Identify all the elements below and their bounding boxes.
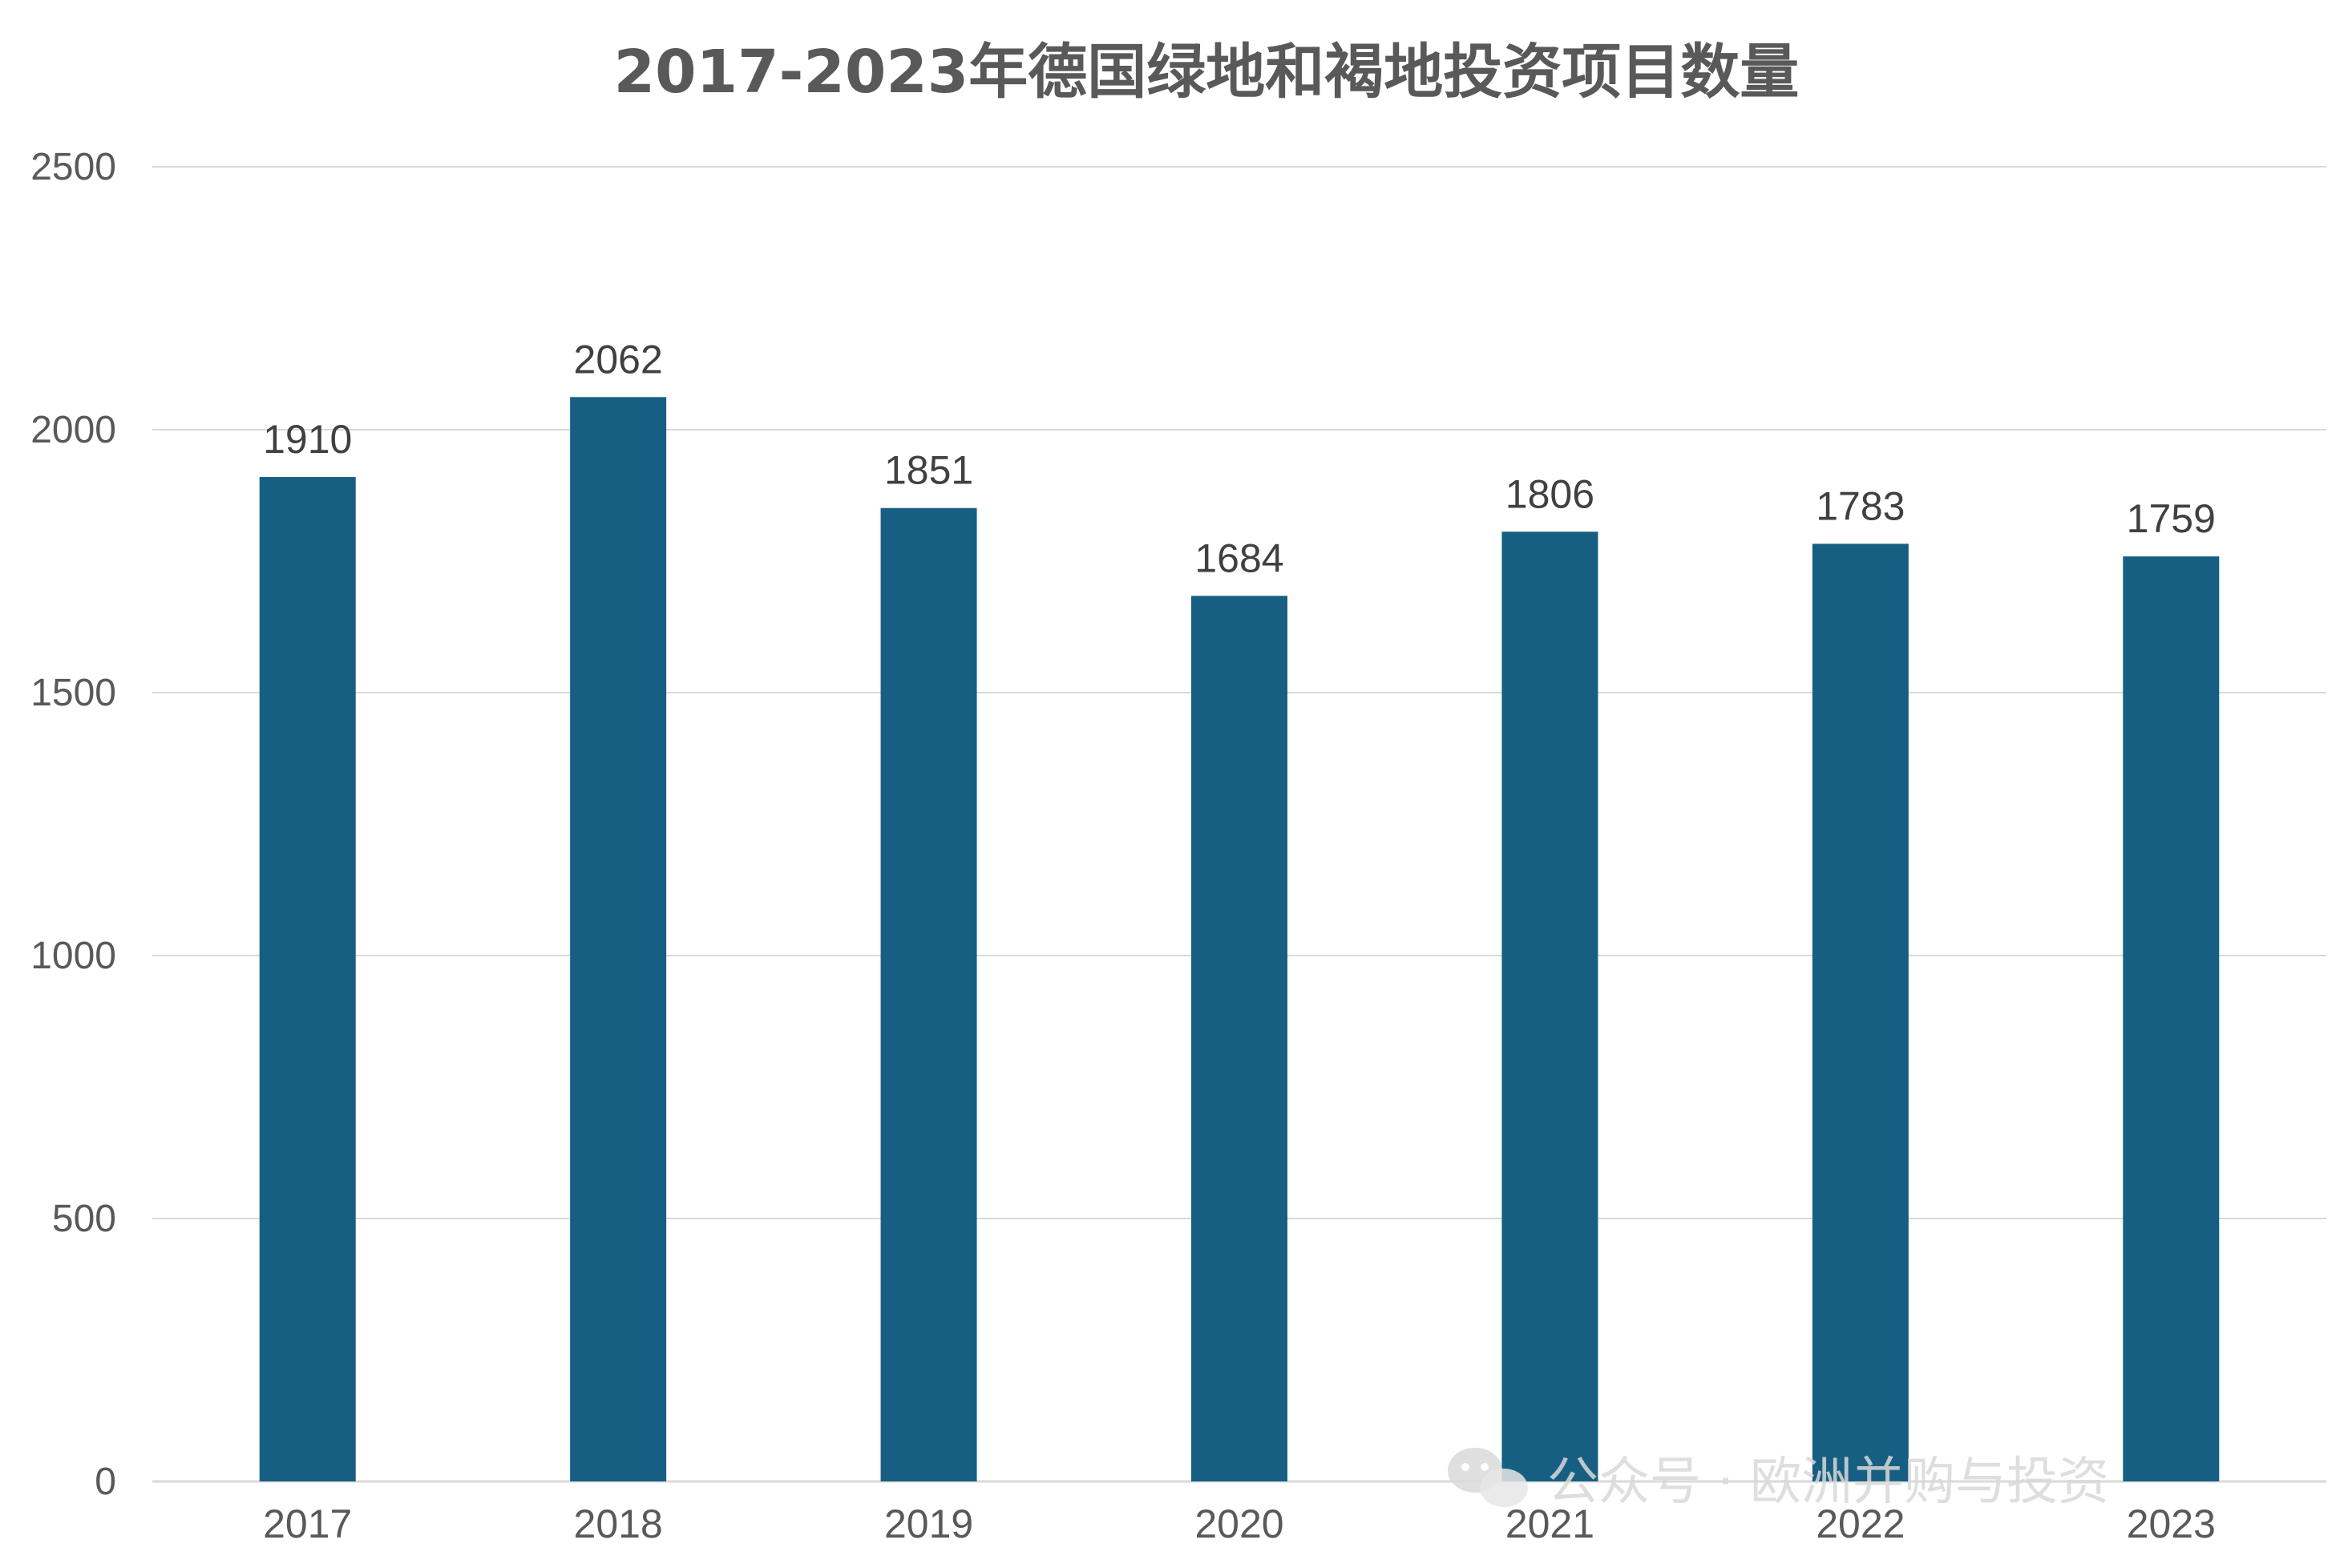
bar-2018	[570, 397, 667, 1481]
y-tick-label: 2000	[30, 409, 116, 451]
x-tick-label: 2017	[263, 1501, 352, 1546]
y-tick-label: 1500	[30, 672, 116, 714]
x-tick-label: 2019	[884, 1501, 973, 1546]
x-tick-label: 2018	[574, 1501, 663, 1546]
x-tick-label: 2022	[1816, 1501, 1905, 1546]
x-axis: 2017 2018 2019 2020 2021 2022 2023	[263, 1501, 2216, 1546]
bar-2022	[1812, 544, 1909, 1481]
bar-2020	[1191, 596, 1287, 1481]
bars	[259, 397, 2220, 1482]
bar-2019	[880, 507, 977, 1481]
chart-title: 2017-2023年德国绿地和褐地投资项目数量	[614, 38, 1800, 107]
y-tick-label: 1000	[30, 935, 116, 977]
x-tick-label: 2021	[1505, 1501, 1594, 1546]
watermark: 公众号 · 欧洲并购与投资	[1448, 1448, 2109, 1512]
y-tick-label: 2500	[30, 146, 116, 188]
y-tick-label: 0	[95, 1461, 116, 1503]
data-label-2021: 1806	[1505, 471, 1594, 516]
data-label-2022: 1783	[1816, 483, 1905, 528]
data-label-2023: 1759	[2127, 496, 2216, 541]
x-tick-label: 2023	[2127, 1501, 2216, 1546]
data-label-2020: 1684	[1194, 535, 1283, 580]
data-label-2017: 1910	[263, 417, 352, 462]
data-label-2019: 1851	[884, 448, 973, 493]
bar-2021	[1501, 531, 1598, 1482]
wechat-icon	[1448, 1448, 1528, 1507]
watermark-text: 公众号 · 欧洲并购与投资	[1547, 1453, 2109, 1512]
y-axis: 0 500 1000 1500 2000 2500	[30, 146, 116, 1503]
data-labels: 1910 2062 1851 1684 1806 1783 1759	[263, 337, 2216, 580]
y-tick-label: 500	[52, 1198, 116, 1240]
data-label-2018: 2062	[574, 337, 663, 382]
bar-2023	[2123, 556, 2220, 1482]
x-tick-label: 2020	[1194, 1501, 1283, 1546]
bar-2017	[259, 477, 356, 1481]
